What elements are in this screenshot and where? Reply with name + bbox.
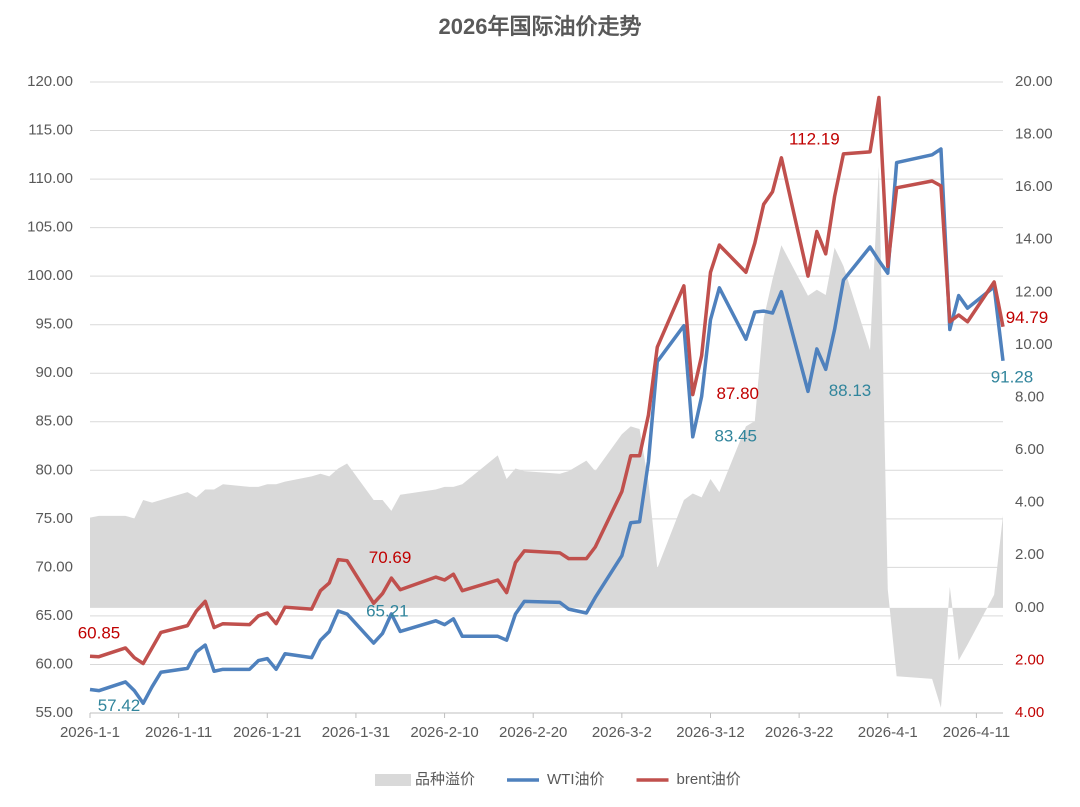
y2-tick-label: 6.00 [1015, 441, 1044, 458]
y2-tick-label: 12.00 [1015, 283, 1053, 300]
data-label: 88.13 [829, 381, 872, 400]
y2-tick-label: 0.00 [1015, 599, 1044, 616]
line [89, 95, 1005, 666]
data-label: 60.85 [78, 624, 121, 643]
x-tick-label: 2026-2-20 [499, 724, 567, 741]
data-label: 87.80 [716, 384, 759, 403]
legend-swatch [375, 774, 411, 786]
y-tick-label: 100.00 [27, 267, 73, 284]
legend-label: 品种溢价 [415, 771, 475, 788]
legend-label: WTI油价 [547, 771, 605, 788]
y-tick-label: 95.00 [35, 316, 73, 333]
y2-tick-label: 18.00 [1015, 126, 1053, 143]
legend-label: brent油价 [677, 771, 741, 788]
y-tick-label: 65.00 [35, 607, 73, 624]
y-tick-label: 75.00 [35, 510, 73, 527]
x-tick-label: 2026-4-1 [858, 724, 918, 741]
data-label: 70.69 [369, 548, 412, 567]
area [90, 166, 1003, 708]
x-tick-label: 2026-1-31 [322, 724, 390, 741]
chart-title: 2026年国际油价走势 [439, 14, 642, 39]
y-tick-label: 60.00 [35, 655, 73, 672]
y-tick-label: 105.00 [27, 219, 73, 236]
y-tick-label: 85.00 [35, 413, 73, 430]
y2-tick-label: 8.00 [1015, 388, 1044, 405]
y-tick-label: 55.00 [35, 704, 73, 721]
data-label: 83.45 [714, 426, 757, 445]
y2-tick-label: 20.00 [1015, 73, 1053, 90]
data-label: 112.19 [789, 129, 840, 148]
x-tick-label: 2026-1-11 [145, 724, 212, 741]
y-tick-label: 110.00 [28, 170, 73, 187]
x-tick-label: 2026-1-21 [233, 724, 301, 741]
data-label: 94.79 [1006, 308, 1049, 327]
data-label: 65.21 [366, 601, 409, 620]
y2-tick-label: 2.00 [1015, 651, 1044, 668]
x-tick-label: 2026-3-22 [765, 724, 833, 741]
x-tick-label: 2026-3-2 [592, 724, 652, 741]
x-tick-label: 2026-1-1 [60, 724, 120, 741]
y-tick-label: 80.00 [35, 461, 73, 478]
x-tick-label: 2026-3-12 [676, 724, 744, 741]
y2-tick-label: 4.00 [1015, 704, 1044, 721]
y2-tick-label: 4.00 [1015, 494, 1044, 511]
data-label: 91.28 [991, 367, 1034, 386]
y2-tick-label: 16.00 [1015, 178, 1053, 195]
x-tick-label: 2026-2-10 [410, 724, 478, 741]
y2-tick-label: 14.00 [1015, 231, 1053, 248]
data-label: 57.42 [98, 696, 141, 715]
y-tick-label: 90.00 [35, 364, 73, 381]
y-tick-label: 120.00 [27, 73, 73, 90]
line [89, 147, 1005, 706]
y2-tick-label: 10.00 [1015, 336, 1053, 353]
y-tick-label: 115.00 [28, 122, 73, 139]
y2-tick-label: 2.00 [1015, 546, 1044, 563]
x-tick-label: 2026-4-11 [943, 724, 1010, 741]
y-tick-label: 70.00 [35, 558, 73, 575]
